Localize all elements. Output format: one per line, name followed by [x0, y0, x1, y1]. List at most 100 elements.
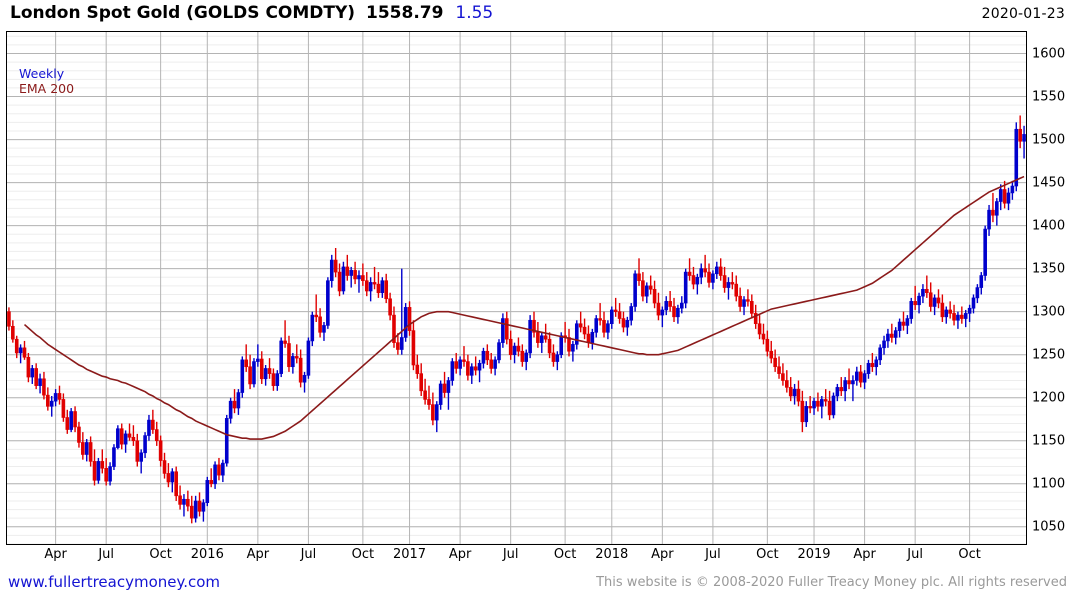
- candle-body: [944, 309, 949, 318]
- candle-body: [652, 288, 657, 304]
- candle-body: [34, 368, 38, 386]
- candle-body: [559, 335, 564, 355]
- candle-body: [504, 318, 509, 340]
- candle-body: [170, 471, 175, 483]
- x-axis-labels: Apr Jul Oct 2016 Apr Jul Oct 2017 Apr Jul Oct 2018 A…: [0, 547, 1075, 569]
- candle-body: [147, 419, 151, 436]
- candle-body: [22, 347, 27, 358]
- candle-body: [419, 373, 424, 392]
- candle-body: [524, 352, 529, 362]
- candle-body: [839, 387, 844, 392]
- price-change: 1.55: [455, 3, 494, 23]
- candle-body: [275, 373, 280, 386]
- candle-body: [921, 288, 925, 297]
- candle-body: [329, 259, 334, 281]
- candle-body: [123, 433, 128, 445]
- candle-body: [567, 337, 571, 352]
- candle-body: [357, 275, 361, 280]
- candle-body: [96, 461, 101, 481]
- candle-body: [182, 498, 186, 505]
- candle-body: [162, 460, 167, 474]
- candle-body: [668, 301, 672, 307]
- candle-body: [318, 316, 322, 333]
- candle-body: [396, 342, 400, 350]
- chart-plot-area[interactable]: Weekly EMA 200: [6, 31, 1027, 545]
- x-axis-tick-label: Jul: [502, 547, 519, 562]
- candle-body: [621, 318, 626, 328]
- candle-body: [796, 388, 801, 402]
- candle-body: [186, 498, 190, 507]
- candle-body: [858, 371, 863, 383]
- candle-body: [730, 282, 735, 285]
- candle-body: [769, 350, 774, 359]
- candle-body: [528, 319, 532, 354]
- candle-body: [644, 285, 649, 297]
- candle-body: [722, 275, 727, 288]
- candle-body: [81, 442, 85, 455]
- candle-body: [765, 338, 770, 352]
- candle-body: [224, 418, 229, 464]
- candle-body: [1002, 189, 1007, 204]
- x-axis-tick-label: 2018: [595, 547, 629, 562]
- y-axis-tick-label: 1250: [1032, 347, 1066, 363]
- candle-body: [326, 280, 330, 326]
- candle-body: [882, 340, 886, 349]
- candle-body: [201, 502, 206, 512]
- candle-body: [92, 461, 97, 481]
- candle-body: [703, 268, 707, 273]
- x-axis-tick-label: 2019: [797, 547, 831, 562]
- y-axis-tick-label: 1400: [1032, 218, 1066, 234]
- candle-body: [905, 318, 910, 326]
- candle-body: [221, 462, 225, 476]
- candle-body: [322, 325, 326, 333]
- candle-body: [423, 390, 427, 400]
- candle-body: [119, 428, 124, 445]
- candle-body: [594, 318, 599, 333]
- candle-body: [516, 345, 521, 352]
- candle-body: [209, 480, 213, 485]
- candle-body: [193, 500, 198, 519]
- candle-body: [781, 373, 785, 381]
- candle-body: [446, 380, 451, 393]
- page-title: London Spot Gold (GOLDS COMDTY) 1558.79 …: [10, 3, 493, 23]
- candle-body: [672, 306, 676, 318]
- candle-body: [252, 361, 256, 385]
- candle-body: [131, 436, 136, 442]
- candle-body: [18, 347, 23, 354]
- vertical-gridlines: [55, 32, 971, 544]
- candle-body: [995, 201, 999, 216]
- candle-body: [431, 404, 435, 421]
- candle-body: [843, 380, 847, 392]
- candle-body: [539, 335, 544, 343]
- candle-body: [866, 362, 871, 374]
- candle-body: [711, 273, 715, 283]
- copyright-notice: This website is © 2008-2020 Fuller Treac…: [596, 575, 1067, 590]
- candle-body: [983, 228, 987, 276]
- candle-body: [477, 362, 482, 371]
- candle-body: [259, 358, 264, 380]
- candle-body: [7, 311, 11, 327]
- candle-body: [827, 400, 832, 416]
- x-axis-tick-label: Apr: [44, 547, 67, 562]
- candle-body: [971, 297, 976, 309]
- candle-body: [26, 356, 31, 378]
- candle-body: [785, 380, 789, 388]
- candle-body: [197, 500, 202, 512]
- candle-body: [508, 338, 513, 355]
- candle-body: [135, 440, 140, 462]
- candle-body: [742, 299, 746, 307]
- candle-body: [473, 366, 478, 371]
- candle-body: [855, 371, 859, 381]
- site-url[interactable]: www.fullertreacymoney.com: [8, 573, 221, 591]
- candle-body: [403, 307, 408, 338]
- candle-body: [862, 373, 867, 383]
- candle-body: [800, 400, 805, 423]
- candle-body: [547, 338, 552, 354]
- candle-body: [411, 330, 416, 366]
- candle-body: [878, 347, 882, 361]
- candle-body: [582, 326, 587, 335]
- candle-body: [368, 282, 373, 292]
- candle-body: [88, 442, 93, 462]
- x-axis-tick-label: 2016: [190, 547, 224, 562]
